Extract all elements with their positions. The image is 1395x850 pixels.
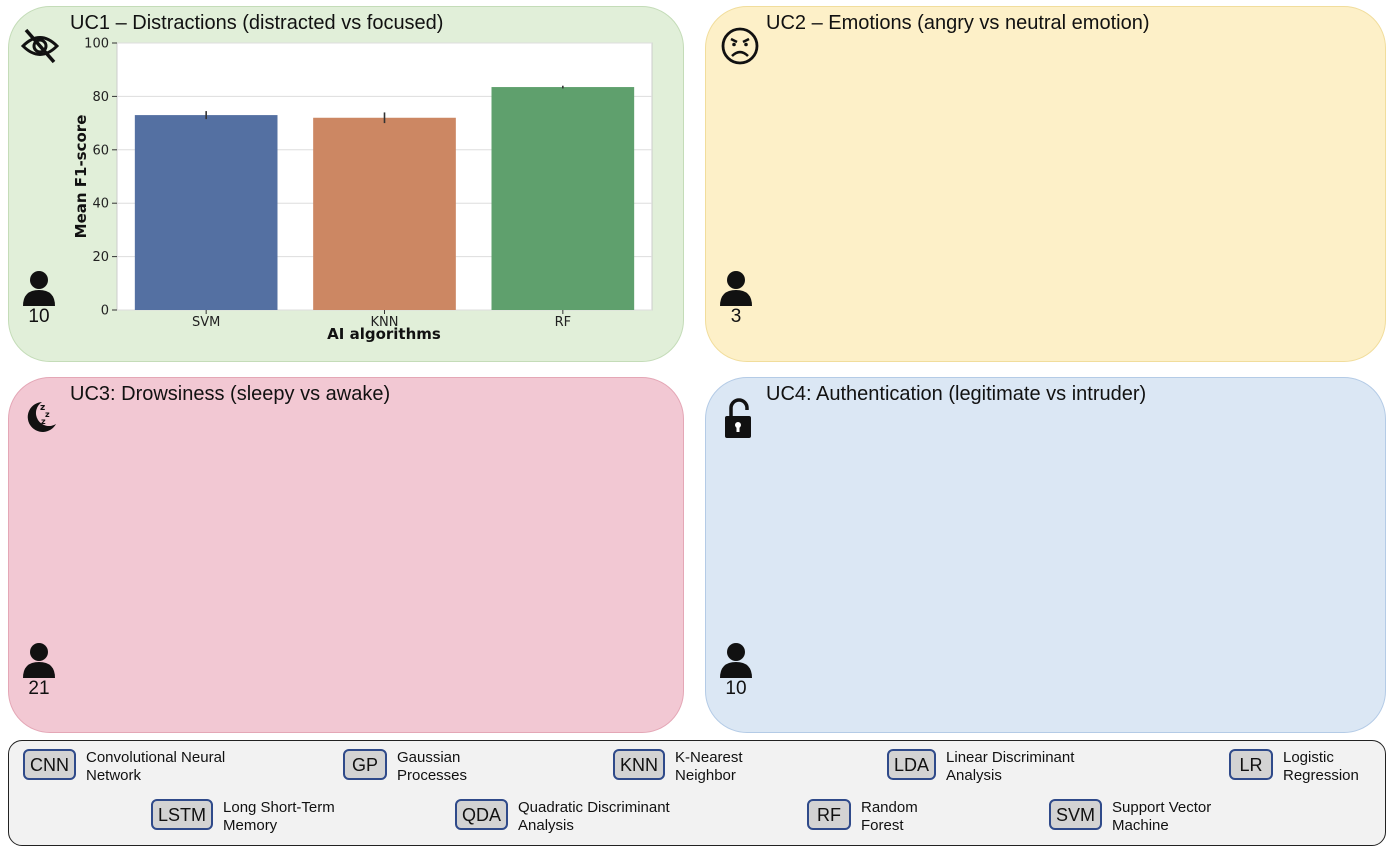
svg-text:z: z	[40, 403, 45, 413]
y-tick-label: 100	[84, 37, 109, 52]
legend-desc: Support Vector Machine	[1112, 799, 1212, 834]
legend-item-rf: RF Random Forest	[807, 799, 951, 835]
legend-abbr: RF	[807, 799, 851, 830]
legend-desc: Linear Discriminant Analysis	[946, 749, 1075, 784]
x-tick-label: RF	[555, 315, 572, 330]
x-tick-label: KNN	[371, 315, 399, 330]
legend-abbr: QDA	[455, 799, 509, 830]
person-icon	[720, 271, 752, 306]
person-icon	[720, 643, 752, 678]
person-icon	[23, 271, 55, 306]
panel-uc3	[8, 377, 684, 733]
legend-desc: Quadratic Discriminant Analysis	[518, 799, 670, 834]
panel-title-uc4: UC4: Authentication (legitimate vs intru…	[766, 383, 1147, 405]
y-tick-label: 40	[92, 197, 109, 212]
x-tick-label: SVM	[192, 315, 220, 330]
angry-face-icon	[721, 27, 759, 65]
legend-item-lr: LR Logistic Regression	[1229, 749, 1383, 785]
unlocked-padlock-icon	[725, 398, 751, 438]
bar-svm	[134, 115, 278, 310]
legend-abbr: CNN	[23, 749, 76, 780]
panel-uc4	[705, 377, 1386, 733]
panel-title-uc1: UC1 – Distractions (distracted vs focuse…	[70, 12, 444, 34]
legend-item-qda: QDA Quadratic Discriminant Analysis	[455, 799, 708, 835]
legend-desc: Random Forest	[861, 799, 918, 834]
legend-item-cnn: CNN Convolutional Neural Network	[23, 749, 236, 785]
legend-item-knn: KNN K-Nearest Neighbor	[613, 749, 765, 785]
legend-item-lstm: LSTM Long Short-Term Memory	[151, 799, 353, 835]
x-axis-label: AI algorithms	[327, 325, 441, 343]
bar-knn	[313, 117, 456, 310]
panel-title-uc3: UC3: Drowsiness (sleepy vs awake)	[70, 383, 391, 405]
legend-abbr: SVM	[1049, 799, 1103, 830]
legend-abbr: LSTM	[151, 799, 214, 830]
legend-desc: Convolutional Neural Network	[86, 749, 226, 784]
legend-abbr: KNN	[613, 749, 666, 780]
person-icon	[23, 643, 55, 678]
y-tick-label: 0	[101, 304, 109, 319]
y-axis-label: Mean F1-score	[72, 115, 90, 239]
legend-desc: Logistic Regression	[1283, 749, 1359, 784]
panel-title-uc2: UC2 – Emotions (angry vs neutral emotion…	[766, 12, 1150, 34]
legend-desc: Long Short-Term Memory	[223, 799, 335, 834]
legend-abbr: GP	[343, 749, 387, 780]
svg-text:z: z	[45, 410, 50, 419]
participant-count-uc2: 3	[730, 306, 742, 327]
eye-slash-icon	[20, 28, 60, 64]
legend-item-gp: GP Gaussian Processes	[343, 749, 487, 785]
moon-sleep-icon: z z z	[27, 402, 56, 432]
y-tick-label: 80	[92, 90, 109, 105]
legend-desc: Gaussian Processes	[397, 749, 468, 784]
bar-rf	[491, 87, 635, 311]
svg-text:z: z	[41, 417, 46, 426]
participant-count-uc4: 10	[725, 678, 747, 699]
panel-uc2	[705, 6, 1386, 362]
y-tick-label: 60	[92, 143, 109, 158]
legend-desc: K-Nearest Neighbor	[675, 749, 743, 784]
participant-count-uc3: 21	[28, 678, 50, 699]
legend-abbr: LR	[1229, 749, 1273, 780]
abbreviation-legend: CNN Convolutional Neural Network GP Gaussi…	[8, 740, 1386, 846]
y-tick-label: 20	[92, 250, 109, 265]
legend-item-lda: LDA Linear Discriminant Analysis	[887, 749, 1126, 785]
legend-abbr: LDA	[887, 749, 937, 780]
participant-count-uc1: 10	[28, 306, 50, 327]
legend-item-svm: SVM Support Vector Machine	[1049, 799, 1242, 835]
